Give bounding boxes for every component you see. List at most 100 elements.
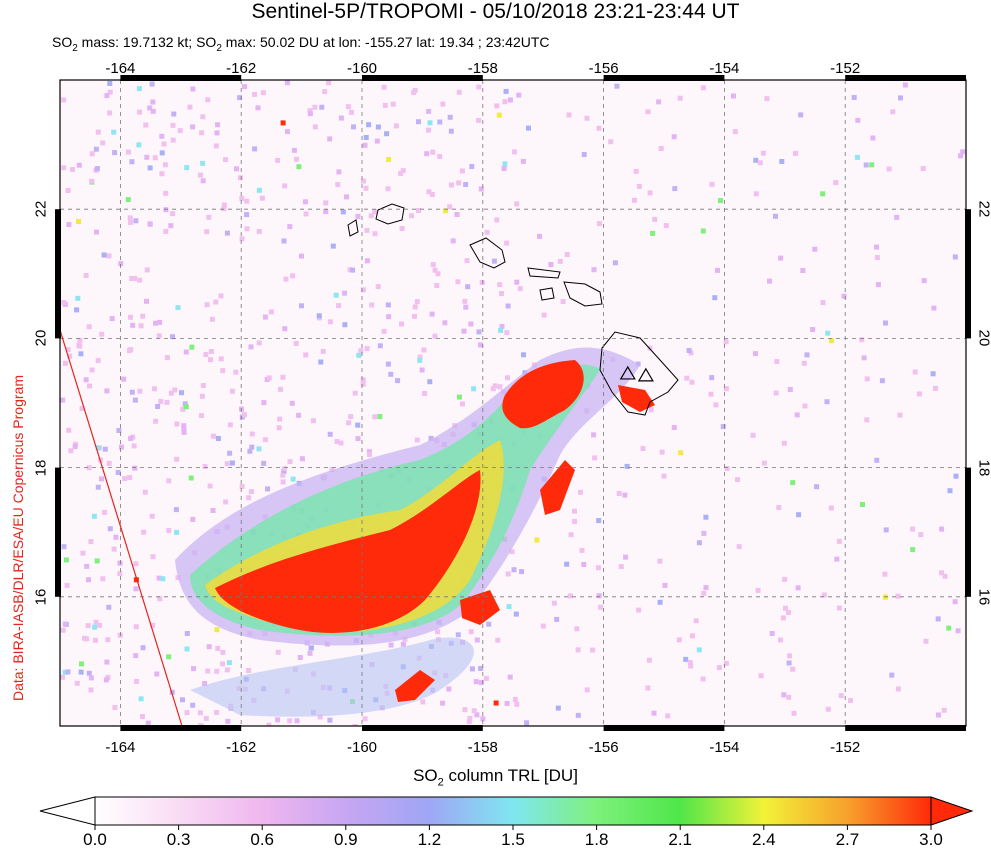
pixel-speck <box>61 300 67 305</box>
pixel-speck <box>206 644 212 650</box>
pixel-speck <box>99 476 104 482</box>
pixel-speck <box>657 558 663 564</box>
pixel-speck <box>947 488 953 494</box>
pixel-speck <box>375 284 381 290</box>
pixel-speck <box>223 157 228 163</box>
pixel-speck <box>338 115 344 121</box>
colorbar-tick-label: 2.4 <box>751 830 776 849</box>
pixel-speck <box>622 492 628 498</box>
pixel-speck <box>265 486 271 492</box>
pixel-speck <box>836 605 842 611</box>
pixel-speck <box>955 628 961 634</box>
pixel-speck <box>672 186 678 192</box>
colorbar-tick-label: 1.8 <box>584 830 609 849</box>
oahu-island <box>469 237 506 269</box>
pixel-speck <box>84 636 90 642</box>
pixel-speck <box>145 720 151 726</box>
pixel-speck <box>352 724 358 726</box>
pixel-speck <box>280 374 286 380</box>
pixel-speck <box>83 273 89 278</box>
pixel-speck <box>364 258 370 264</box>
pixel-speck <box>106 604 112 610</box>
pixel-speck <box>776 505 782 510</box>
pixel-speck <box>416 208 421 213</box>
pixel-speck <box>237 95 243 101</box>
pixel-speck <box>437 154 443 159</box>
pixel-speck <box>266 375 272 381</box>
pixel-speck <box>504 240 510 246</box>
pixel-speck <box>424 151 430 157</box>
pixel-speck <box>220 368 226 374</box>
pixel-speck <box>184 646 190 652</box>
pixel-speck <box>156 333 162 339</box>
pixel-speck <box>163 190 169 196</box>
pixel-speck <box>399 226 405 231</box>
pixel-speck <box>662 582 668 588</box>
pixel-speck <box>308 645 314 651</box>
pixel-speck <box>318 359 324 365</box>
pixel-speck <box>299 303 304 309</box>
pixel-speck <box>132 465 138 471</box>
pixel-speck <box>170 137 176 143</box>
pixel-speck <box>60 627 66 633</box>
pixel-speck <box>184 710 190 716</box>
pixel-speck <box>689 379 695 385</box>
pixel-speck <box>287 718 293 724</box>
pixel-speck <box>411 89 417 95</box>
pixel-speck <box>214 668 220 674</box>
colorbar-tick-label: 0.0 <box>83 830 107 849</box>
pixel-speck <box>504 330 510 336</box>
pixel-speck <box>790 480 796 486</box>
pixel-speck <box>855 117 861 123</box>
pixel-speck <box>189 344 195 350</box>
pixel-speck <box>79 406 85 411</box>
pixel-speck <box>833 180 839 186</box>
pixel-speck <box>225 718 231 724</box>
lon-label: -156 <box>588 739 619 756</box>
pixel-speck <box>910 526 916 532</box>
pixel-speck <box>428 435 434 441</box>
pixel-speck <box>564 561 570 567</box>
pixel-speck <box>464 258 470 264</box>
lat-label: 22 <box>32 200 50 218</box>
pixel-speck <box>129 276 135 282</box>
pixel-speck <box>188 475 194 481</box>
pixel-speck <box>435 629 441 635</box>
lon-label: -158 <box>467 739 498 756</box>
pixel-speck <box>421 347 427 353</box>
pixel-speck <box>180 406 186 412</box>
pixel-speck <box>363 185 369 191</box>
pixel-speck <box>512 697 518 702</box>
pixel-speck <box>683 656 689 662</box>
pixel-speck <box>144 154 150 160</box>
pixel-speck <box>92 624 98 630</box>
pixel-speck <box>229 460 235 466</box>
pixel-speck <box>663 223 669 229</box>
pixel-speck <box>426 108 432 114</box>
pixel-speck <box>688 663 694 669</box>
pixel-speck <box>910 547 916 553</box>
pixel-speck <box>72 444 78 450</box>
pixel-speck <box>795 585 801 591</box>
pixel-speck <box>60 397 66 403</box>
pixel-speck <box>242 84 247 90</box>
pixel-speck <box>454 212 460 217</box>
pixel-speck <box>863 162 869 168</box>
pixel-speck <box>455 632 461 638</box>
pixel-speck <box>173 507 179 513</box>
pixel-speck <box>779 159 785 164</box>
pixel-speck <box>581 152 587 157</box>
pixel-speck <box>377 414 383 419</box>
pixel-speck <box>323 200 329 206</box>
pixel-speck <box>161 141 167 147</box>
pixel-speck <box>447 114 453 120</box>
pixel-speck <box>419 367 425 373</box>
pixel-speck <box>86 465 92 471</box>
pixel-speck <box>592 455 598 461</box>
pixel-speck <box>761 460 767 466</box>
pixel-speck <box>575 712 581 718</box>
pixel-speck <box>557 258 563 264</box>
pixel-speck <box>636 607 642 613</box>
pixel-speck <box>319 104 325 110</box>
pixel-speck <box>191 666 196 672</box>
